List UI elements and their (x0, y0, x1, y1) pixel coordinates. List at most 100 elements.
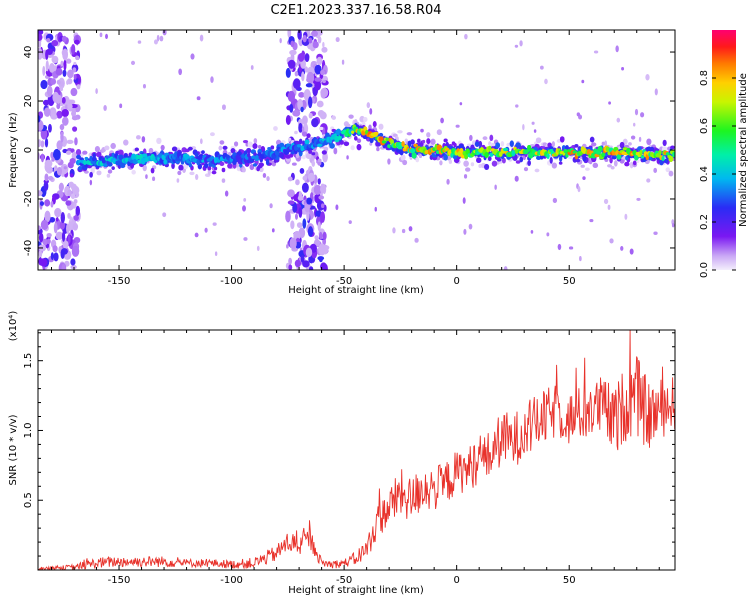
signal-point (523, 167, 529, 172)
signal-point (258, 144, 262, 149)
signal-point (601, 152, 606, 158)
signal-point (203, 162, 209, 169)
signal-point (301, 154, 306, 160)
signal-point (348, 114, 354, 119)
noise-blob (322, 41, 325, 48)
noise-blob (514, 44, 519, 48)
noise-blob (401, 228, 406, 234)
noise-blob (302, 34, 307, 43)
noise-blob (307, 96, 313, 109)
signal-point (78, 166, 83, 171)
noise-blob (320, 87, 329, 98)
signal-point (297, 144, 302, 148)
colorbar-label: Normalized spectral amplitude (738, 73, 749, 227)
signal-point (219, 161, 225, 167)
noise-blob (440, 117, 444, 124)
colorbar-tick-label: 0.2 (699, 214, 710, 230)
signal-point (409, 147, 416, 154)
noise-blob (292, 78, 301, 90)
noise-blob (50, 113, 58, 120)
noise-blob (40, 128, 48, 140)
signal-point (580, 164, 585, 168)
signal-point (376, 146, 380, 152)
signal-point (291, 162, 297, 166)
noise-blob (289, 237, 297, 250)
noise-blob (73, 73, 77, 80)
signal-point (431, 154, 438, 158)
snr-multiplier: (x10⁴) (8, 311, 19, 342)
noise-blob (638, 136, 642, 142)
noise-blob (305, 83, 313, 88)
signal-point (227, 163, 233, 169)
signal-point (417, 138, 421, 143)
noise-blob (72, 222, 79, 231)
noise-blob (302, 260, 310, 268)
noise-blob (74, 39, 80, 45)
signal-point (463, 160, 469, 167)
figure-title: C2E1.2023.337.16.58.R04 (270, 3, 441, 18)
noise-blob (60, 131, 64, 143)
noise-blob (130, 60, 136, 66)
signal-point (104, 145, 110, 151)
signal-point (549, 156, 553, 164)
noise-blob (636, 197, 641, 201)
noise-blob (293, 194, 298, 202)
noise-blob (318, 243, 326, 256)
noise-blob (316, 200, 325, 211)
signal-point (335, 128, 342, 136)
colorbar-ticks: 0.0 0.2 0.4 0.6 0.8 (699, 70, 736, 278)
signal-point (487, 156, 492, 162)
spectrogram-panel: -150 -100 -50 0 50 -40 -20 0 20 40 Height of str… (8, 29, 676, 296)
noise-blob (59, 124, 65, 131)
snr-marks (38, 330, 675, 570)
signal-point (591, 142, 597, 147)
noise-blob (576, 112, 581, 117)
noise-blob (76, 84, 81, 90)
signal-point (491, 160, 498, 167)
signal-point (642, 157, 647, 163)
noise-blob (44, 137, 49, 148)
signal-point (436, 129, 442, 136)
noise-blob (89, 179, 93, 186)
signal-point (111, 166, 115, 171)
noise-blob (55, 94, 63, 104)
spectrogram-x-axis: -150 -100 -50 0 50 (51, 30, 660, 287)
noise-blob (515, 104, 519, 108)
signal-point (535, 137, 542, 144)
noise-blob (348, 220, 352, 224)
signal-point (500, 141, 505, 147)
noise-blob (39, 258, 48, 267)
snr-line (38, 330, 675, 570)
signal-point (402, 159, 408, 166)
signal-point (496, 158, 502, 162)
noise-blob (640, 112, 645, 118)
noise-blob (298, 191, 303, 201)
signal-point (177, 170, 182, 176)
y-tick-label: 1.5 (23, 353, 34, 369)
signal-point (411, 152, 417, 159)
noise-blob (105, 33, 108, 40)
noise-blob (279, 37, 282, 44)
noise-blob (55, 217, 59, 222)
noise-blob (68, 218, 73, 231)
noise-blob (46, 238, 51, 245)
noise-blob (301, 182, 309, 193)
noise-blob (62, 48, 69, 61)
signal-point (561, 145, 566, 150)
x-tick-label: -150 (108, 276, 131, 287)
noise-blob (137, 40, 142, 44)
signal-point (89, 171, 93, 178)
noise-blob (50, 78, 57, 85)
signal-point (101, 157, 106, 164)
noise-blob (634, 108, 639, 116)
signal-point (262, 173, 267, 178)
noise-blob (285, 114, 291, 126)
noise-blob (287, 90, 296, 102)
noise-blob (286, 244, 289, 249)
signal-point (311, 160, 316, 167)
noise-blob (287, 30, 292, 39)
signal-point (207, 168, 211, 176)
noise-blob (142, 84, 146, 89)
signal-point (385, 137, 390, 142)
noise-blob (494, 184, 497, 190)
